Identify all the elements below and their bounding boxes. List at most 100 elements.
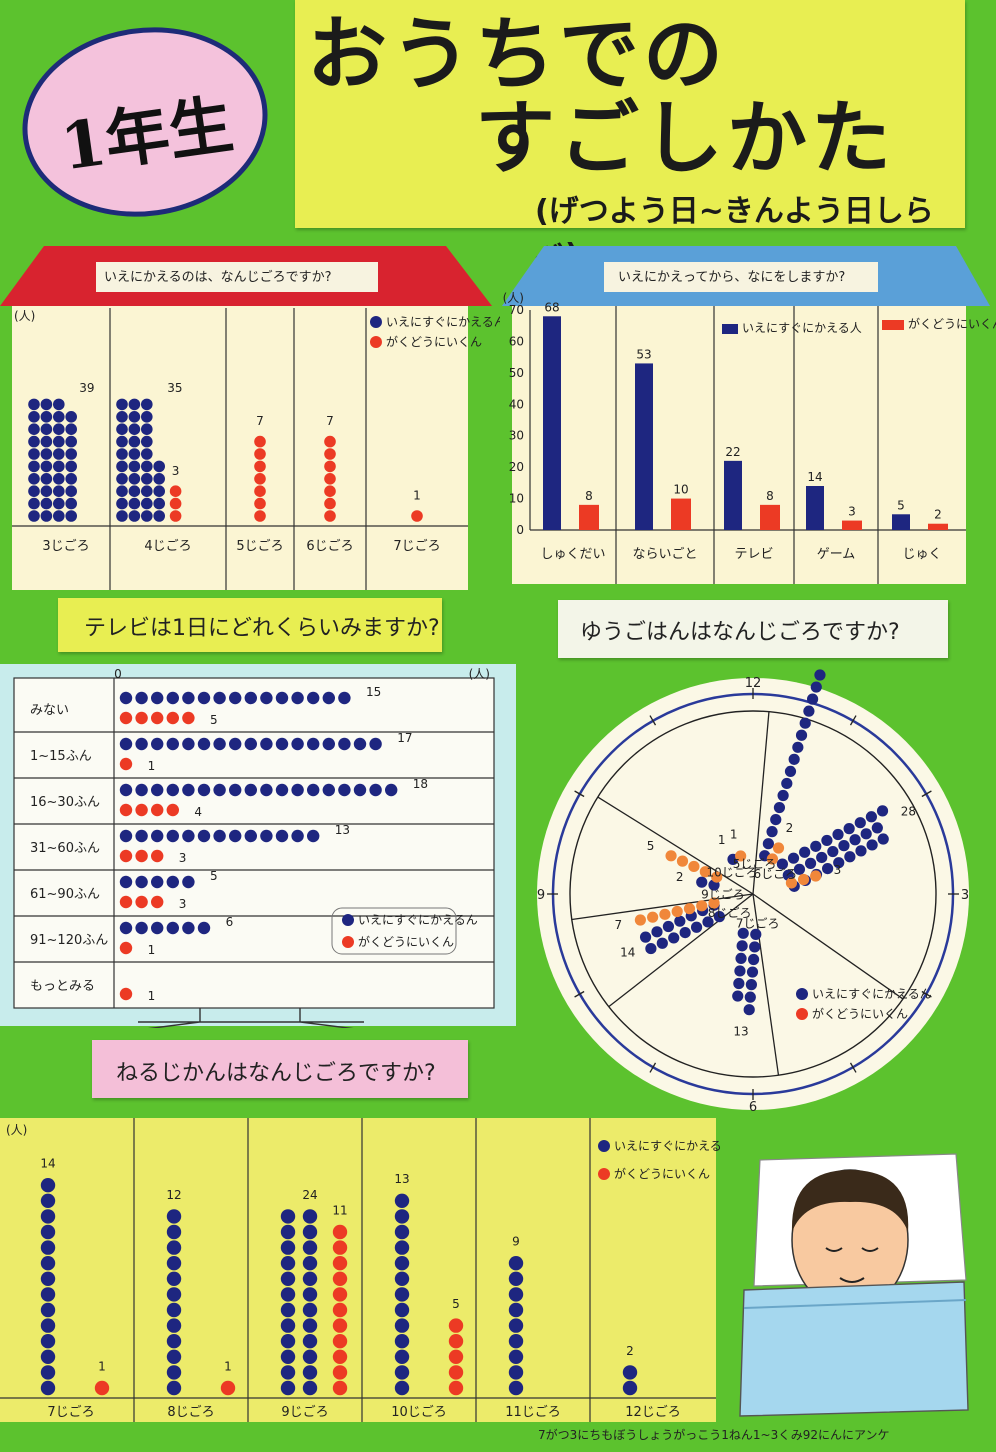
home-dot — [153, 485, 165, 497]
club-dot — [119, 987, 133, 1001]
club-dot — [324, 510, 336, 522]
home-count-label: 1 — [718, 833, 726, 847]
home-dot — [166, 1209, 182, 1224]
club-dot — [182, 711, 195, 725]
category-label: 9じごろ — [281, 1404, 328, 1420]
home-dot — [508, 1271, 524, 1286]
home-dot — [40, 1302, 56, 1318]
home-dot — [28, 485, 40, 497]
home-dot — [696, 876, 708, 888]
legend-club-swatch — [882, 320, 904, 330]
legend-home-dot — [598, 1140, 610, 1152]
home-dot — [838, 840, 850, 852]
home-dot — [770, 813, 782, 826]
club-dot — [332, 1334, 348, 1349]
y-tick-label: 20 — [509, 460, 524, 474]
home-dot — [182, 737, 195, 751]
home-value-label: 5 — [897, 498, 905, 512]
home-dot — [40, 497, 53, 510]
club-dot — [151, 895, 164, 909]
home-dot — [679, 926, 691, 939]
home-dot — [394, 1224, 410, 1240]
home-dot — [244, 829, 257, 843]
club-count-label: 3 — [179, 851, 187, 865]
club-dot — [119, 711, 133, 725]
home-dot — [166, 1240, 182, 1255]
home-dot — [213, 691, 226, 705]
club-dot — [220, 1380, 236, 1396]
home-dot — [40, 398, 53, 411]
home-dot — [747, 953, 760, 966]
return-time-chart: 3じごろ 39 4じごろ 35 3 5じごろ 7 6じごろ 7 7じごろ 1 (人) いえにすぐにかえる… — [0, 246, 500, 590]
home-dot — [116, 497, 128, 510]
closed-eyes-icon — [825, 1247, 879, 1252]
home-dot — [833, 857, 845, 869]
home-dot — [119, 875, 133, 889]
club-dot — [772, 842, 785, 854]
home-count-label: 14 — [40, 1157, 55, 1171]
club-dot — [735, 850, 747, 862]
home-dot — [40, 1209, 56, 1224]
title-panel: おうちでの すごしかた (げつよう日~きんよう日しらべ) — [295, 0, 965, 273]
legend-club-dot — [370, 336, 382, 348]
club-dot — [254, 497, 266, 510]
home-dot — [792, 741, 804, 753]
club-dot — [411, 510, 423, 522]
home-dot — [827, 845, 839, 858]
category-label: 16~30ふん — [30, 795, 100, 810]
x-unit-label: (人) — [469, 667, 490, 681]
club-dot — [647, 911, 659, 923]
home-dot — [394, 1365, 410, 1380]
home-dot — [28, 497, 40, 510]
hour-tick — [574, 790, 585, 798]
home-dot — [40, 1256, 56, 1271]
home-dot — [810, 681, 822, 693]
home-dot — [280, 1209, 296, 1224]
legend-frame — [331, 907, 457, 955]
home-dot — [197, 691, 211, 705]
legend-club-label: がくどうにいくん — [908, 316, 996, 331]
home-dot — [141, 497, 153, 510]
after-home-chart: 010203040506070(人)しゅくだい688ならいごと5310テレビ22… — [502, 246, 996, 584]
home-dot — [735, 952, 747, 965]
home-count-label: 13 — [733, 1025, 748, 1039]
home-dot — [307, 829, 320, 843]
home-dot — [302, 1224, 318, 1240]
home-dot — [508, 1365, 524, 1380]
home-dot — [394, 1271, 410, 1286]
hour-tick — [921, 790, 932, 798]
hour-tick — [849, 715, 857, 726]
y-tick-label: 50 — [509, 366, 524, 380]
club-dot — [169, 497, 182, 510]
home-dot — [639, 931, 652, 943]
home-count-label: 39 — [79, 381, 94, 395]
home-dot — [744, 991, 756, 1003]
home-dot — [40, 460, 53, 473]
home-dot — [280, 1365, 296, 1380]
club-dot — [332, 1224, 348, 1240]
club-count-label: 5 — [452, 1297, 460, 1311]
home-dot — [40, 1349, 56, 1364]
home-dot — [766, 826, 778, 838]
club-count-label: 1 — [224, 1359, 232, 1373]
home-dot — [153, 473, 165, 485]
blanket — [739, 1281, 969, 1417]
home-dot — [750, 928, 762, 940]
home-dot — [749, 941, 761, 953]
home-bar — [806, 486, 824, 530]
home-dot — [260, 691, 273, 705]
home-dot — [213, 829, 226, 843]
home-dot — [53, 497, 65, 510]
club-dot — [659, 908, 671, 920]
home-dot — [128, 423, 141, 435]
category-label: もっとみる — [30, 979, 95, 994]
club-value-label: 8 — [766, 489, 774, 503]
home-bar — [543, 316, 561, 530]
home-dot — [53, 411, 65, 423]
club-count-label: 3 — [834, 863, 842, 877]
category-label: みない — [30, 703, 69, 718]
club-dot — [634, 914, 646, 926]
home-dot — [302, 1240, 318, 1255]
blanket-fold — [743, 1299, 967, 1309]
legend-club-dot — [598, 1168, 610, 1180]
